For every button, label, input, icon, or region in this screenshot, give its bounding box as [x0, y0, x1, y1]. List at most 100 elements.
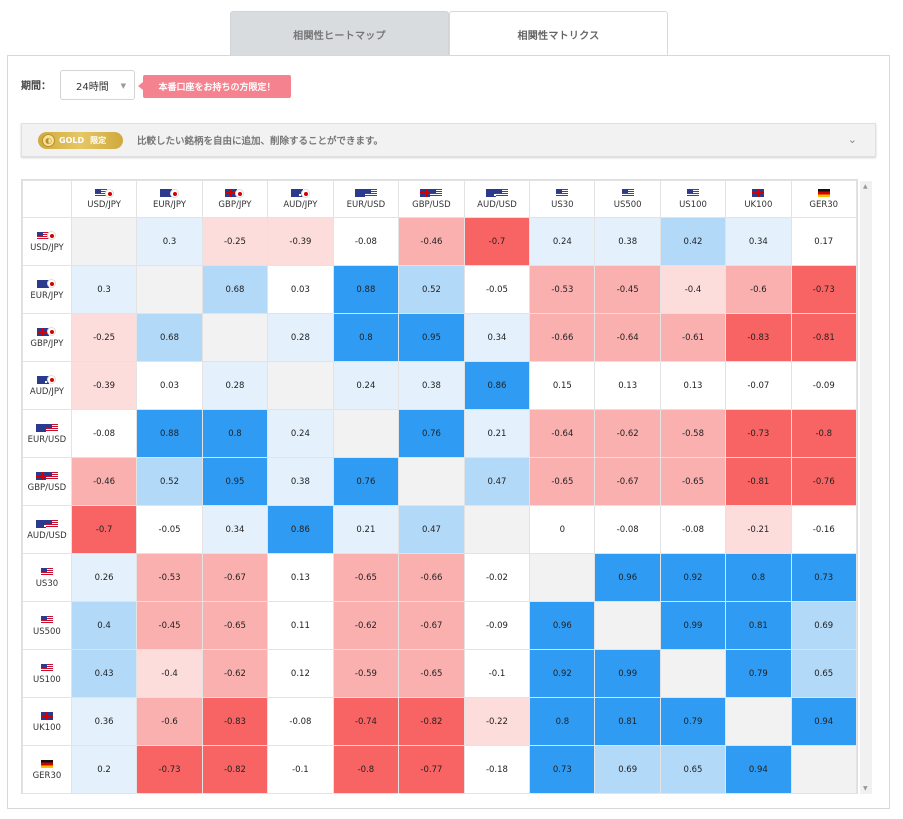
matrix-cell: -0.77: [398, 745, 465, 794]
matrix-cell: -0.81: [725, 457, 792, 506]
period-select[interactable]: 24時間 ▼: [60, 70, 135, 100]
matrix-cell: 0.42: [659, 217, 727, 266]
row-header-label: EUR/USD: [27, 434, 67, 445]
matrix-row: GER30 0.2 -0.73 -0.82 -0.1 -0.8 -0.77 -0.18 0.73…: [22, 745, 858, 794]
matrix-cell: 0.52: [398, 265, 465, 314]
flag-icons: [23, 615, 71, 625]
matrix-cell: 0.69: [790, 601, 858, 650]
column-header-label: US100: [679, 200, 707, 210]
flag-us-icon: [45, 471, 58, 480]
matrix-cell: 0.76: [332, 457, 400, 506]
matrix-cell: -0.64: [529, 409, 596, 458]
matrix-cell: -0.7: [70, 505, 138, 554]
flag-au-icon: [35, 519, 48, 528]
chevron-down-icon[interactable]: ⌄: [847, 133, 857, 146]
matrix-cell: 0.96: [529, 601, 596, 650]
gold-feature-bar[interactable]: ◐ GOLD 限定 比較したい銘柄を自由に追加、削除することができます。 ⌄: [21, 123, 876, 157]
matrix-diagonal-cell: [659, 649, 727, 698]
column-header-eur-usd: EUR/USD: [332, 180, 400, 218]
matrix-row: US30 0.26 -0.53 -0.67 0.13 -0.65 -0.66 -0.02 0.9…: [22, 553, 858, 602]
matrix-cell: 0.21: [332, 505, 400, 554]
column-header-ger30: GER30: [790, 180, 858, 218]
matrix-cell: -0.67: [398, 601, 465, 650]
matrix-cell: 0.96: [594, 553, 661, 602]
matrix-cell: -0.1: [267, 745, 334, 794]
row-header-eur-usd: EUR/USD: [22, 409, 72, 458]
flag-gb-icon: [35, 471, 48, 480]
matrix-cell: -0.25: [70, 313, 138, 362]
matrix-cell: 0.76: [398, 409, 465, 458]
matrix-cell: 0.34: [463, 313, 531, 362]
column-header-label: US30: [551, 200, 574, 210]
matrix-cell: 0.24: [332, 361, 400, 410]
matrix-diagonal-cell: [267, 361, 334, 410]
matrix-cell: 0.28: [201, 361, 269, 410]
flag-us-icon: [94, 189, 107, 197]
matrix-cell: -0.4: [136, 649, 203, 698]
matrix-cell: 0.13: [267, 553, 334, 602]
matrix-cell: 0.73: [529, 745, 596, 794]
flag-icons: [72, 188, 136, 198]
matrix-cell: 0.47: [463, 457, 531, 506]
matrix-cell: -0.58: [659, 409, 727, 458]
matrix-cell: -0.62: [594, 409, 661, 458]
flag-au-icon: [37, 375, 50, 384]
header-row: USD/JPY EUR/JPY GBP/JPY AUD/JPY EUR/USD GBP/U…: [22, 180, 858, 218]
flag-us-icon: [45, 519, 58, 528]
row-header-us30: US30: [22, 553, 72, 602]
column-header-us30: US30: [529, 180, 596, 218]
matrix-cell: -0.61: [659, 313, 727, 362]
matrix-cell: -0.25: [201, 217, 269, 266]
tab-matrix[interactable]: 相関性マトリクス: [449, 11, 668, 57]
matrix-cell: 0.73: [790, 553, 858, 602]
flag-icons: [23, 663, 71, 673]
matrix-cell: 0.86: [267, 505, 334, 554]
matrix-cell: 0.69: [594, 745, 661, 794]
matrix-cell: -0.74: [332, 697, 400, 746]
flag-eu-icon: [35, 423, 48, 432]
matrix-cell: -0.08: [267, 697, 334, 746]
matrix-cell: 0.28: [267, 313, 334, 362]
flag-icons: [661, 188, 725, 198]
matrix-cell: 0.12: [267, 649, 334, 698]
row-header-label: US100: [33, 674, 61, 685]
matrix-cell: 0.65: [790, 649, 858, 698]
matrix-cell: -0.7: [463, 217, 531, 266]
row-header-label: EUR/JPY: [30, 290, 64, 301]
flag-us-icon: [687, 189, 699, 197]
matrix-row: GBP/USD -0.46 0.52 0.95 0.38 0.76 0.47 -0.65 -0.…: [22, 457, 858, 506]
flag-jp-icon: [235, 188, 245, 198]
matrix-cell: -0.64: [594, 313, 661, 362]
tab-bar: 相関性ヒートマップ 相関性マトリクス: [230, 11, 668, 57]
row-header-ger30: GER30: [22, 745, 72, 794]
matrix-cell: -0.67: [201, 553, 269, 602]
matrix-cell: -0.82: [398, 697, 465, 746]
column-header-uk100: UK100: [725, 180, 792, 218]
matrix-cell: -0.65: [398, 649, 465, 698]
matrix-cell: 0.03: [136, 361, 203, 410]
column-header-label: USD/JPY: [87, 200, 121, 210]
matrix-cell: -0.08: [594, 505, 661, 554]
flag-au-icon: [485, 189, 498, 197]
period-select-value: 24時間: [76, 81, 109, 93]
gold-description: 比較したい銘柄を自由に追加、削除することができます。: [137, 136, 384, 147]
matrix-diagonal-cell: [332, 409, 400, 458]
scroll-up-icon[interactable]: ▲: [863, 183, 868, 190]
scroll-down-icon[interactable]: ▼: [863, 785, 868, 792]
matrix-cell: -0.66: [529, 313, 596, 362]
gold-badge-suffix: 限定: [90, 135, 107, 145]
matrix-cell: -0.81: [790, 313, 858, 362]
scrollbar[interactable]: ▲ ▼: [860, 181, 872, 794]
flag-icons: [726, 188, 790, 198]
matrix-row: AUD/USD -0.7 -0.05 0.34 0.86 0.21 0.47 0 -0.08 -0…: [22, 505, 858, 554]
matrix-cell: -0.02: [463, 553, 531, 602]
flag-us-icon: [495, 189, 508, 197]
tab-heatmap[interactable]: 相関性ヒートマップ: [230, 11, 449, 56]
matrix-cell: 0.88: [332, 265, 400, 314]
matrix-cell: 0.79: [659, 697, 727, 746]
column-header-label: GBP/USD: [412, 200, 451, 210]
flag-jp-icon: [104, 188, 114, 198]
flag-us-icon: [37, 231, 50, 240]
matrix-cell: 0.26: [70, 553, 138, 602]
flag-us-icon: [621, 189, 634, 197]
